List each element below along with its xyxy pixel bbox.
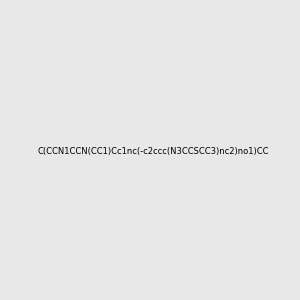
Text: C(CCN1CCN(CC1)Cc1nc(-c2ccc(N3CCSCC3)nc2)no1)CC: C(CCN1CCN(CC1)Cc1nc(-c2ccc(N3CCSCC3)nc2)…	[38, 147, 269, 156]
